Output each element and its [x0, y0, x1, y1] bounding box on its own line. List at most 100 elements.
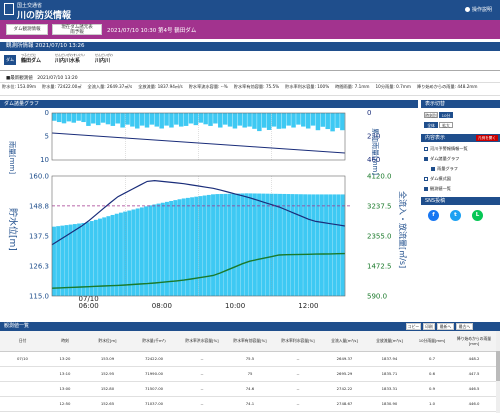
table-cell: --: [178, 366, 226, 382]
level-bar: [328, 194, 333, 296]
10min-button[interactable]: 10分別: [439, 112, 453, 123]
level-bar: [148, 205, 153, 296]
rain-bar: [237, 113, 243, 126]
rain-bar: [203, 113, 208, 125]
table-row: 13:00 152.80 71507.00 -- 74.6 -- 2742.22 1833.3…: [0, 381, 496, 397]
check-dam-diagram[interactable]: ダム模式図: [424, 176, 451, 182]
level-bar: [181, 198, 186, 296]
stat-flood-ratio: 貯水率流水容量: --%: [188, 84, 228, 89]
level-bar: [173, 200, 178, 296]
check-rain-graph[interactable]: 雨量グラフ: [431, 166, 458, 172]
copy-button[interactable]: コピー: [406, 323, 421, 330]
dam-name: つるただむ 鶴田ダム: [21, 53, 42, 64]
level-bar: [110, 214, 115, 296]
table-cell: 0.7: [412, 351, 452, 367]
sns-title: SNS投稿: [421, 197, 500, 205]
latest-button[interactable]: 最新へ: [437, 323, 454, 330]
check-obs-list[interactable]: 観測値一覧: [424, 186, 451, 192]
col-effective-ratio: 貯水率有効容量[%]: [226, 331, 274, 352]
level-bar: [93, 219, 98, 296]
stat-total-rain: 降り始めからの雨量: 448.2mm: [416, 84, 478, 89]
table-cell: 1837.94: [367, 351, 412, 367]
level-bar: [106, 216, 111, 296]
table-cell: 71990.00: [130, 366, 178, 382]
level-bar: [303, 194, 308, 296]
table-cell: 446.0: [452, 396, 496, 412]
ministry-label: 国土交通省: [17, 3, 43, 9]
rain-bar: [227, 113, 233, 127]
table-cell: 1833.31: [367, 381, 412, 397]
level-bar: [227, 193, 232, 296]
full-view-button[interactable]: 全体: [424, 122, 438, 128]
rain-bar: [169, 113, 174, 128]
rain-bar: [335, 113, 340, 128]
rain-bar: [56, 113, 62, 123]
level-bar: [169, 200, 174, 296]
table-cell: 13:00: [45, 381, 85, 397]
x-tick-label: 12:00: [298, 302, 318, 310]
app-header: 国土交通省 川の防災情報 操作説明: [0, 0, 500, 21]
level-tick-label: 137.5: [29, 233, 49, 241]
table-scrollbar[interactable]: [496, 331, 500, 413]
help-link[interactable]: 操作説明: [464, 6, 492, 13]
oldest-button[interactable]: 最古へ: [456, 323, 473, 330]
rain-bar: [86, 113, 91, 126]
rain-bar: [310, 113, 316, 126]
rain-bar: [61, 113, 67, 124]
rain-bar: [76, 113, 81, 121]
scroll-thumb[interactable]: [496, 351, 500, 381]
dam-spec-button[interactable]: 現在ダム諸元表 雨予報: [52, 24, 102, 35]
level-bar: [236, 193, 241, 296]
flow-tick-label: 4120.0: [367, 173, 392, 181]
facebook-icon[interactable]: f: [428, 210, 439, 221]
table-cell: 0.9: [412, 381, 452, 397]
level-bar: [98, 218, 102, 296]
level-bar: [139, 207, 144, 296]
col-storage: 貯水量(千m³): [130, 331, 178, 352]
rain-panel-frame: [51, 112, 346, 161]
stat-hourly-rain: 時間雨量: 7.1mm: [335, 84, 370, 89]
display-switch-title: 表示切替: [421, 100, 500, 108]
river-system-name: せんだいがわすいけい 川内川水系: [55, 53, 86, 64]
hourly-button[interactable]: 時刻別: [424, 112, 438, 118]
rain-bar: [330, 113, 335, 132]
cum-tick-label: 0: [367, 109, 371, 117]
dam-info-button[interactable]: ダム観測情報: [6, 24, 48, 35]
level-bar: [60, 225, 65, 296]
rain-bar: [218, 113, 223, 128]
check-warning-list[interactable]: 河川予警報情報一覧: [424, 146, 468, 152]
level-bar: [332, 194, 337, 296]
legend-button[interactable]: 凡例を開く: [476, 135, 498, 141]
side-panel: 表示切替 時刻別 10分別 全体 拡大 内容表示 凡例を開く 河川予警報情報一覧…: [421, 100, 500, 270]
stat-water-ratio: 貯水率利水容量: 100%: [285, 84, 330, 89]
table-cell: 152.65: [85, 396, 130, 412]
rain-bar: [178, 113, 184, 127]
table-cell: 2649.37: [322, 351, 367, 367]
table-cell: --: [274, 366, 322, 382]
content-display-title: 内容表示: [421, 134, 500, 142]
level-bar: [294, 194, 299, 296]
twitter-icon[interactable]: t: [450, 210, 461, 221]
flow-axis-label: 全流入・放流量[㎥/s]: [398, 191, 408, 268]
rain-bar: [66, 113, 72, 122]
obs-list-title-bar: 観測値一覧 コピー 印刷 最新へ 最古へ: [0, 322, 500, 331]
level-bar: [185, 197, 190, 296]
level-bar: [152, 204, 157, 296]
zoom-button[interactable]: 拡大: [439, 122, 453, 128]
rain-bar: [271, 113, 277, 127]
table-cell: 447.5: [452, 366, 496, 382]
rain-bar: [135, 113, 140, 129]
level-bar: [319, 194, 324, 296]
level-bar: [286, 194, 291, 296]
print-button[interactable]: 印刷: [423, 323, 435, 330]
check-dam-graph[interactable]: ダム諸量グラフ: [424, 156, 459, 162]
level-bar: [72, 224, 77, 296]
line-icon[interactable]: L: [472, 210, 483, 221]
site-title[interactable]: 川の防災情報: [17, 11, 72, 21]
table-cell: 07/10: [0, 351, 45, 367]
level-bar: [156, 203, 161, 296]
col-time: 時刻: [45, 331, 85, 352]
level-bar: [244, 193, 249, 296]
help-icon: [464, 7, 470, 12]
rain-bar: [291, 113, 296, 128]
